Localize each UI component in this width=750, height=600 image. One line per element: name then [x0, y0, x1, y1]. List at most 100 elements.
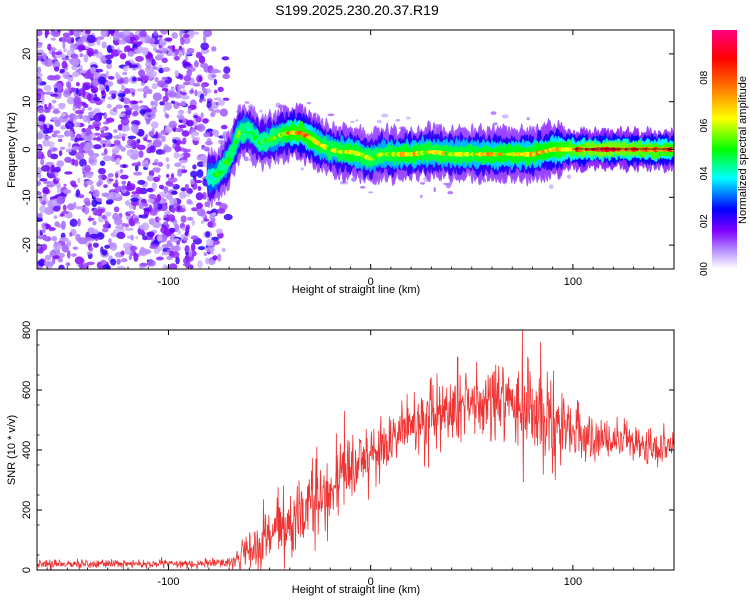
noise-blob — [50, 37, 56, 41]
noise-blob — [186, 120, 194, 127]
noise-blob — [61, 60, 68, 69]
noise-blob — [146, 147, 152, 154]
noise-blob — [155, 131, 159, 139]
noise-blob — [57, 138, 63, 143]
noise-blob — [213, 78, 218, 86]
noise-blob — [205, 246, 215, 253]
noise-blob — [210, 112, 214, 117]
noise-blob — [194, 60, 199, 68]
noise-blob — [142, 160, 146, 165]
noise-blob — [180, 100, 187, 107]
noise-blob — [75, 151, 85, 160]
snr-series-line — [37, 330, 674, 570]
noise-blob — [204, 140, 213, 146]
noise-blob — [186, 47, 195, 54]
noise-blob — [50, 164, 55, 173]
noise-blob — [132, 104, 139, 111]
noise-blob — [182, 236, 187, 242]
noise-blob — [200, 42, 209, 51]
noise-blob — [61, 57, 69, 61]
noise-blob — [161, 57, 168, 64]
noise-blob — [74, 137, 79, 142]
ridge-core-cell — [230, 145, 237, 151]
noise-blob — [40, 243, 48, 251]
noise-blob — [43, 180, 52, 185]
noise-blob — [53, 215, 58, 220]
noise-blob — [55, 249, 61, 256]
noise-blob — [75, 82, 80, 87]
noise-blob — [90, 86, 99, 94]
noise-blob — [177, 229, 181, 235]
noise-blob — [162, 49, 168, 54]
noise-blob — [184, 183, 190, 192]
noise-blob — [37, 73, 43, 77]
colorbar-ticks: 0.0 0.2 0.4 0.6 0.8 — [699, 70, 710, 276]
noise-blob — [206, 210, 212, 215]
noise-blob — [133, 171, 143, 176]
noise-blob — [211, 46, 217, 52]
noise-blob — [191, 219, 195, 226]
noise-blob — [192, 164, 197, 170]
noise-blob — [165, 114, 170, 119]
noise-blob — [121, 82, 124, 91]
noise-blob — [40, 165, 51, 172]
noise-blob — [217, 86, 224, 92]
noise-blob — [120, 250, 125, 256]
noise-blob — [146, 139, 152, 143]
noise-blob — [109, 242, 118, 251]
noise-blob — [149, 244, 159, 249]
noise-blob — [180, 215, 187, 223]
spectrogram-y-tick-label: 10 — [21, 96, 33, 108]
noise-blob — [72, 115, 82, 119]
noise-blob — [75, 206, 84, 210]
snr-y-label: SNR (10 * v/v) — [6, 415, 18, 485]
noise-blob — [201, 146, 210, 151]
noise-blob — [181, 130, 190, 137]
noise-blob — [170, 190, 178, 195]
colorbar-gradient — [712, 30, 737, 269]
noise-blob — [97, 76, 106, 85]
noise-blob — [178, 124, 187, 129]
speckle-blob — [350, 120, 355, 123]
noise-blob — [86, 93, 92, 101]
noise-blob — [49, 227, 56, 231]
noise-blob — [101, 152, 106, 156]
noise-blob — [173, 55, 180, 61]
noise-blob — [178, 159, 188, 164]
noise-blob — [142, 49, 148, 56]
noise-blob — [104, 221, 110, 226]
noise-blob — [37, 121, 44, 126]
noise-blob — [157, 161, 164, 167]
noise-blob — [117, 50, 123, 54]
noise-blob — [122, 164, 127, 168]
noise-blob — [82, 103, 89, 108]
noise-blob — [102, 155, 112, 162]
noise-blob — [106, 45, 112, 54]
noise-blob — [58, 103, 66, 107]
noise-blob — [108, 238, 112, 244]
noise-blob — [153, 46, 157, 52]
noise-blob — [79, 53, 84, 58]
noise-blob — [93, 144, 102, 150]
noise-blob — [176, 240, 181, 245]
speckle-blob — [566, 174, 572, 180]
noise-blob — [111, 93, 117, 99]
noise-blob — [53, 242, 62, 251]
noise-blob — [115, 185, 123, 191]
noise-blob — [67, 96, 75, 105]
colorbar-label: Normalized spectral amplitude — [737, 76, 749, 224]
noise-blob — [143, 92, 147, 99]
noise-blob — [60, 125, 67, 130]
noise-blob — [64, 130, 74, 137]
noise-blob — [172, 44, 176, 53]
noise-blob — [38, 212, 43, 219]
noise-blob — [212, 212, 217, 216]
noise-blob — [205, 257, 210, 265]
noise-blob — [151, 59, 156, 67]
noise-blob — [130, 64, 139, 68]
noise-blob — [63, 89, 71, 98]
noise-blob — [83, 53, 89, 63]
noise-blob — [54, 87, 58, 93]
noise-blob — [172, 139, 177, 144]
